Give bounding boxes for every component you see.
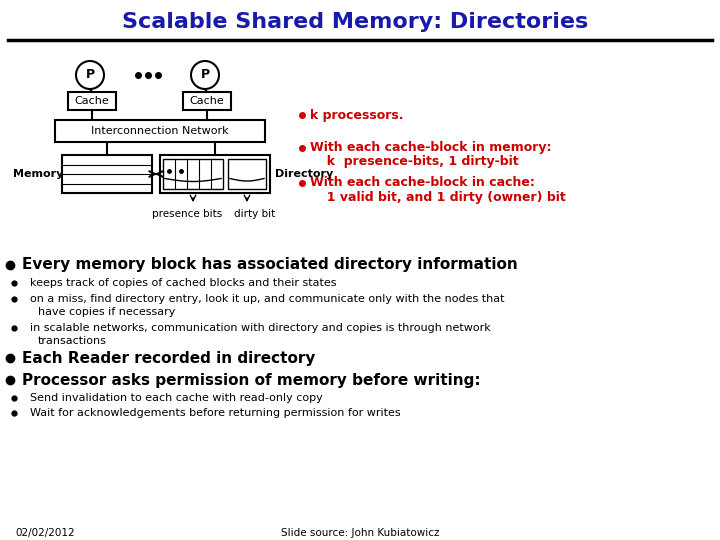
Text: P: P [200, 69, 210, 82]
Text: k  presence-bits, 1 dirty-bit: k presence-bits, 1 dirty-bit [318, 156, 518, 168]
Text: Directory: Directory [275, 169, 333, 179]
Text: Interconnection Network: Interconnection Network [91, 126, 229, 136]
Text: keeps track of copies of cached blocks and their states: keeps track of copies of cached blocks a… [30, 278, 336, 288]
Text: on a miss, find directory entry, look it up, and communicate only with the nodes: on a miss, find directory entry, look it… [30, 294, 505, 304]
Text: 1 valid bit, and 1 dirty (owner) bit: 1 valid bit, and 1 dirty (owner) bit [318, 191, 566, 204]
FancyBboxPatch shape [55, 120, 265, 142]
Text: k processors.: k processors. [310, 109, 403, 122]
Text: presence bits: presence bits [152, 209, 222, 219]
Text: Scalable Shared Memory: Directories: Scalable Shared Memory: Directories [122, 12, 588, 32]
Text: Processor asks permission of memory before writing:: Processor asks permission of memory befo… [22, 373, 481, 388]
Text: Send invalidation to each cache with read-only copy: Send invalidation to each cache with rea… [30, 393, 323, 403]
Text: Wait for acknowledgements before returning permission for writes: Wait for acknowledgements before returni… [30, 408, 400, 418]
Text: 02/02/2012: 02/02/2012 [15, 528, 75, 538]
Text: dirty bit: dirty bit [235, 209, 276, 219]
FancyBboxPatch shape [62, 155, 152, 193]
Text: Every memory block has associated directory information: Every memory block has associated direct… [22, 258, 518, 273]
Text: With each cache-block in cache:: With each cache-block in cache: [310, 177, 535, 190]
Text: With each cache-block in memory:: With each cache-block in memory: [310, 141, 552, 154]
FancyBboxPatch shape [228, 159, 266, 189]
FancyBboxPatch shape [183, 92, 231, 110]
Text: Cache: Cache [189, 96, 225, 106]
Text: Cache: Cache [75, 96, 109, 106]
Text: in scalable networks, communication with directory and copies is through network: in scalable networks, communication with… [30, 323, 491, 333]
FancyBboxPatch shape [163, 159, 223, 189]
Circle shape [76, 61, 104, 89]
Circle shape [191, 61, 219, 89]
Text: have copies if necessary: have copies if necessary [38, 307, 176, 317]
FancyBboxPatch shape [160, 155, 270, 193]
Text: transactions: transactions [38, 336, 107, 346]
Text: Memory: Memory [13, 169, 63, 179]
Text: Each Reader recorded in directory: Each Reader recorded in directory [22, 350, 315, 366]
Text: P: P [86, 69, 94, 82]
Text: Slide source: John Kubiatowicz: Slide source: John Kubiatowicz [281, 528, 439, 538]
FancyBboxPatch shape [68, 92, 116, 110]
